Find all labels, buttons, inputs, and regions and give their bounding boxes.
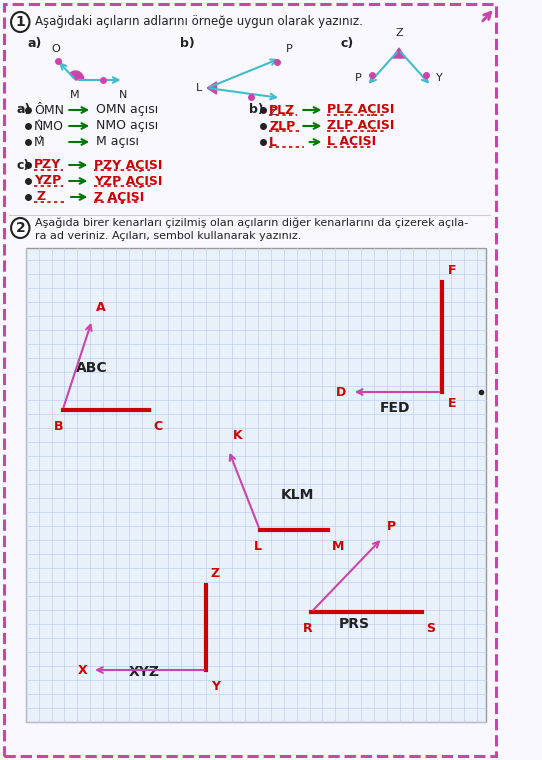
Circle shape <box>11 218 29 238</box>
Text: Z: Z <box>37 191 46 204</box>
Text: M: M <box>332 540 344 553</box>
Text: ZLP: ZLP <box>269 119 295 132</box>
Text: XYZ: XYZ <box>129 665 160 679</box>
Text: E: E <box>448 397 456 410</box>
Text: 1: 1 <box>15 15 25 29</box>
Text: X: X <box>78 663 87 676</box>
Text: Y: Y <box>211 680 220 693</box>
Circle shape <box>11 12 29 32</box>
Text: S: S <box>425 622 435 635</box>
Text: D: D <box>336 385 346 398</box>
Text: c): c) <box>341 36 354 49</box>
Text: YZP AÇISI: YZP AÇISI <box>94 175 163 188</box>
Text: PLZ: PLZ <box>269 103 295 116</box>
Text: P: P <box>286 44 292 54</box>
Text: ÔMN: ÔMN <box>34 103 64 116</box>
Text: PZY: PZY <box>34 159 61 172</box>
Text: K: K <box>233 429 243 442</box>
Text: ABC: ABC <box>75 361 107 375</box>
Text: M: M <box>70 90 80 100</box>
Text: c): c) <box>17 159 30 172</box>
Text: PLZ AÇISI: PLZ AÇISI <box>327 103 395 116</box>
Text: KLM: KLM <box>281 488 314 502</box>
Text: Y: Y <box>436 73 442 83</box>
Text: L AÇISI: L AÇISI <box>327 135 376 148</box>
Text: P: P <box>387 520 396 533</box>
Polygon shape <box>207 82 216 94</box>
Polygon shape <box>392 48 405 58</box>
Text: Z: Z <box>211 567 220 580</box>
Text: PZY AÇISI: PZY AÇISI <box>94 159 163 172</box>
Text: b): b) <box>179 36 195 49</box>
Text: O: O <box>52 44 61 54</box>
Text: Z: Z <box>395 28 403 38</box>
Text: Z: Z <box>270 107 278 117</box>
Text: P: P <box>356 73 362 83</box>
Text: Aşağıdaki açıların adlarını örneğe uygun olarak yazınız.: Aşağıdaki açıların adlarını örneğe uygun… <box>35 15 363 28</box>
Text: PRS: PRS <box>339 617 370 631</box>
Text: OMN açısı: OMN açısı <box>96 103 158 116</box>
Text: 2: 2 <box>15 221 25 235</box>
Text: Z AÇISI: Z AÇISI <box>94 191 144 204</box>
Text: Aşağıda birer kenarları çizilmiş olan açıların diğer kenarlarını da çizerek açıl: Aşağıda birer kenarları çizilmiş olan aç… <box>35 218 468 228</box>
Text: NMO açısı: NMO açısı <box>96 119 158 132</box>
Text: B: B <box>54 420 64 433</box>
Text: N̂MO: N̂MO <box>34 119 64 132</box>
Text: YZP: YZP <box>34 175 61 188</box>
Text: A: A <box>96 301 106 314</box>
Text: M açısı: M açısı <box>96 135 139 148</box>
Text: FED: FED <box>379 401 410 415</box>
Text: ZLP AÇISI: ZLP AÇISI <box>327 119 395 132</box>
Bar <box>26 248 487 722</box>
Text: R: R <box>303 622 313 635</box>
Text: N: N <box>119 90 128 100</box>
Text: ra ad veriniz. Açıları, sembol kullanarak yazınız.: ra ad veriniz. Açıları, sembol kullanara… <box>35 231 301 241</box>
Text: L: L <box>196 83 202 93</box>
Text: C: C <box>153 420 162 433</box>
Text: F: F <box>448 264 456 277</box>
Text: a): a) <box>17 103 31 116</box>
Text: L: L <box>269 135 277 148</box>
Text: L: L <box>254 540 262 553</box>
Text: a): a) <box>28 36 42 49</box>
Wedge shape <box>70 71 83 80</box>
Text: b): b) <box>249 103 263 116</box>
Text: M̂: M̂ <box>34 135 45 148</box>
